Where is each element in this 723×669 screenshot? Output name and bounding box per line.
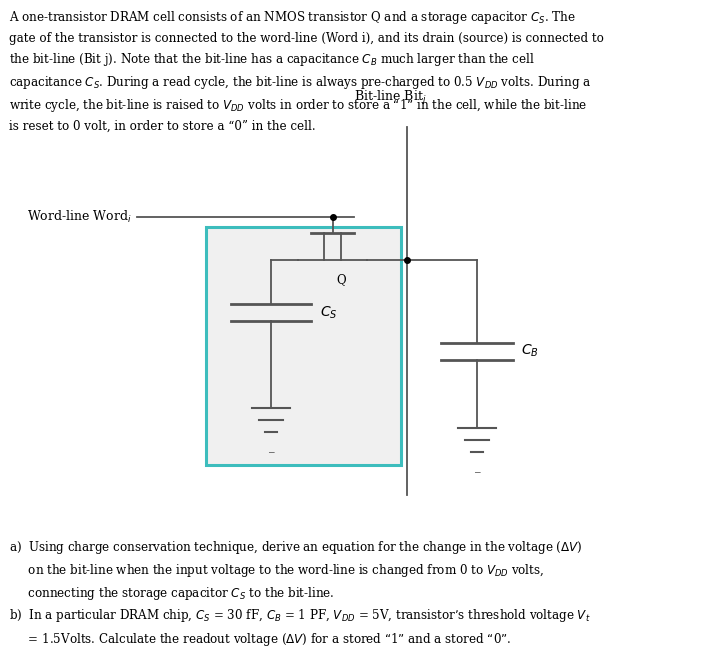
- Text: $C_B$: $C_B$: [521, 343, 539, 359]
- Text: b)  In a particular DRAM chip, $C_S$ = 30 fF, $C_B$ = 1 PF, $V_{DD}$ = 5V, trans: b) In a particular DRAM chip, $C_S$ = 30…: [9, 607, 591, 648]
- Text: A one-transistor DRAM cell consists of an NMOS transistor Q and a storage capaci: A one-transistor DRAM cell consists of a…: [9, 9, 604, 132]
- Text: −: −: [268, 447, 275, 456]
- Text: −: −: [474, 467, 481, 476]
- Text: a)  Using charge conservation technique, derive an equation for the change in th: a) Using charge conservation technique, …: [9, 539, 583, 602]
- Text: $C_S$: $C_S$: [320, 304, 338, 321]
- Text: Word-line Word$_i$: Word-line Word$_i$: [27, 209, 132, 225]
- Bar: [206, 227, 401, 465]
- Text: Bit-line Bit$_j$: Bit-line Bit$_j$: [354, 89, 427, 107]
- Text: Q: Q: [336, 273, 346, 286]
